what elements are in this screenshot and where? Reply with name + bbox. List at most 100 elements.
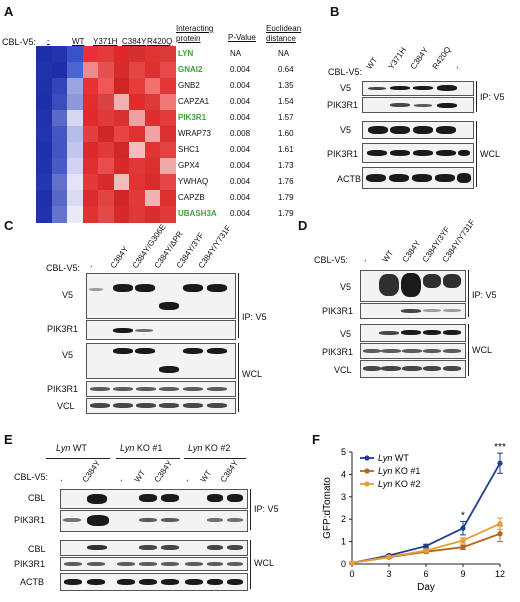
heatmap-cell [129,158,146,175]
panel-b-group-wcl: WCL [480,149,500,159]
y-tick-label: 0 [341,559,346,569]
heatmap-cell [82,142,99,159]
panel-c-lane-2: C384Y [108,244,131,270]
panel-e-row-4: PIK3R1 [14,559,46,569]
heatmap-cell [82,94,99,111]
interacting-protein-name: CAPZB [178,193,205,202]
heatmap-cell [144,46,161,63]
panel-a-cbl-label: CBL-V5: [2,37,37,47]
panel-c-group-wcl: WCL [242,369,262,379]
heatmap-cell [113,158,130,175]
euclidean-distance: 1.76 [278,177,294,186]
panel-e-group-ip: IP: V5 [254,504,279,514]
heatmap-cell [67,174,84,191]
panel-c-row-5: VCL [57,401,75,411]
heatmap-cell [36,62,53,79]
data-point [423,547,429,554]
heatmap-cell [67,190,84,207]
panel-a-cond-2: WT [72,37,85,46]
panel-a-rows: LYN NA NA GNAI2 0.004 0.64 GNB2 0.004 1.35 CAPZA1… [178,46,318,222]
panel-label-b: B [330,4,340,19]
heatmap-cell [129,206,146,223]
heatmap-cell [51,190,68,207]
panel-c-blot-v5-ip [86,273,236,319]
heatmap-cell [36,78,53,95]
panel-label-c: C [4,218,14,233]
panel-c-cbl-label: CBL-V5: [46,263,81,273]
panel-a-header-euclid: Euclidean distance [266,24,302,43]
heatmap-cell [67,78,84,95]
heatmap-cell [51,62,68,79]
heatmap-cell [144,190,161,207]
panel-d-lane-2: WT [380,248,396,264]
panel-b-lane-3: C384Y [408,45,431,71]
panel-e-blot-cbl-ip [60,489,248,509]
panel-d-blot-v5-ip [360,270,466,302]
heatmap-cell [144,62,161,79]
heatmap-cell [160,142,177,159]
y-tick-label: 1 [341,537,346,547]
euclidean-distance: 1.79 [278,209,294,218]
panel-a-cond-5: R420Q [147,37,173,46]
p-value: 0.004 [230,177,251,186]
panel-b-blot-v5-wcl [362,121,474,139]
panel-b-row-2: PIK3R1 [327,100,359,110]
heatmap-cell [144,158,161,175]
panel-b-row-1: V5 [340,83,352,93]
panel-d-row-3: V5 [340,329,352,339]
panel-b-lane-2: Y371H [386,45,409,71]
heatmap-cell [67,158,84,175]
data-point [349,560,355,566]
euclidean-distance: NA [278,49,290,58]
panel-a-header-pvalue: P-Value [228,33,256,42]
heatmap-cell [129,94,146,111]
heatmap-cell [113,190,130,207]
heatmap-cell [129,142,146,159]
heatmap-cell [98,46,115,63]
heatmap-cell [160,174,177,191]
x-tick-label: 3 [386,569,391,579]
panel-b-blot-v5-ip [362,81,474,96]
heatmap-cell [129,190,146,207]
panel-b-lane-1: WT [364,55,380,71]
heatmap-cell [113,174,130,191]
panel-e-cbl-label: CBL-V5: [14,472,49,482]
y-tick-label: 2 [341,514,346,524]
panel-d-cbl-label: CBL-V5: [314,255,349,265]
panel-d-lane-3: C384Y [400,238,423,264]
heatmap-cell [144,110,161,127]
heatmap-cell [144,174,161,191]
data-point [497,521,503,527]
heatmap-cell [67,46,84,63]
panel-e-genotype-1: Lyn WT [56,443,87,453]
heatmap-cell [129,62,146,79]
heatmap-cell [160,62,177,79]
data-point [423,543,429,549]
panel-a-cond-3: Y371H [93,37,118,46]
panel-e-lane-2: C384Y [80,458,103,484]
panel-c-row-4: PIK3R1 [47,384,79,394]
heatmap-cell [129,78,146,95]
panel-b-group-ip: IP: V5 [480,92,505,102]
panel-d-ip-bracket [468,270,469,317]
panel-b-ip-bracket [476,81,477,112]
panel-e-lane-6: - [182,476,192,484]
y-tick-label: 3 [341,492,346,502]
panel-b-row-3: V5 [340,125,352,135]
y-axis-label: GFP:dTomato [322,477,333,539]
heatmap-cell [98,206,115,223]
panel-a-cond-4: C384Y [122,37,147,46]
panel-d-row-4: PIK3R1 [322,347,354,357]
heatmap-cell [144,206,161,223]
x-tick-label: 9 [460,569,465,579]
heatmap-cell [98,94,115,111]
legend-label: Lyn KO #2 [378,479,420,489]
interacting-protein-name: GNAI2 [178,65,203,74]
heatmap-cell [51,78,68,95]
heatmap-cell [98,62,115,79]
heatmap-cell [113,206,130,223]
heatmap-cell [144,126,161,143]
panel-e-row-2: PIK3R1 [14,515,46,525]
series-line [351,522,501,564]
